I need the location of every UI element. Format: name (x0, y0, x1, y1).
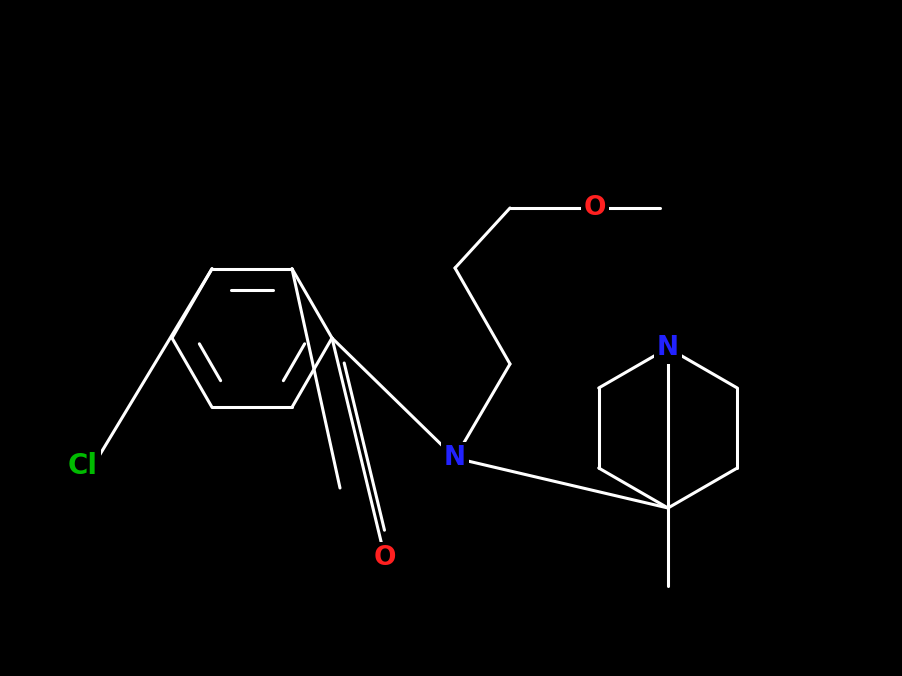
Text: N: N (444, 445, 466, 471)
Text: O: O (373, 545, 396, 571)
Text: N: N (657, 335, 679, 361)
Text: O: O (584, 195, 606, 221)
Text: Cl: Cl (68, 452, 98, 480)
